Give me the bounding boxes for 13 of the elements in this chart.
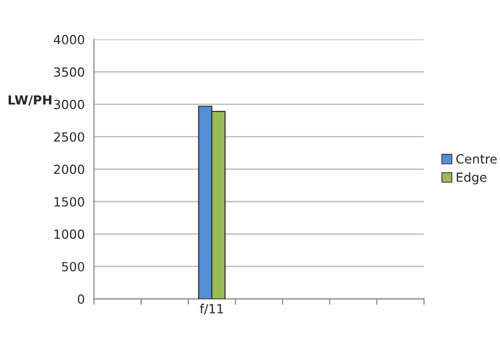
legend-label: Edge	[456, 172, 486, 184]
y-axis-title: LW/PH	[8, 95, 52, 106]
y-tick-label: 1500	[54, 197, 84, 207]
y-tick-label: 1000	[54, 230, 84, 239]
y-tick-label: 3500	[54, 67, 84, 77]
y-tick-label: 3000	[54, 100, 84, 110]
y-tick-label: 2500	[54, 132, 84, 142]
x-tick-label: f/11	[200, 304, 223, 314]
legend-label: Centre	[456, 154, 497, 164]
y-tick-label: 500	[62, 262, 84, 272]
y-tick-label: 2000	[54, 164, 84, 174]
y-tick-label: 0	[78, 294, 84, 304]
y-tick-label: 4000	[54, 34, 84, 44]
